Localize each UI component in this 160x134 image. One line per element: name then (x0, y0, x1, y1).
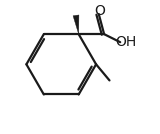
Polygon shape (73, 15, 79, 34)
Text: O: O (94, 4, 105, 18)
Text: OH: OH (116, 35, 137, 49)
